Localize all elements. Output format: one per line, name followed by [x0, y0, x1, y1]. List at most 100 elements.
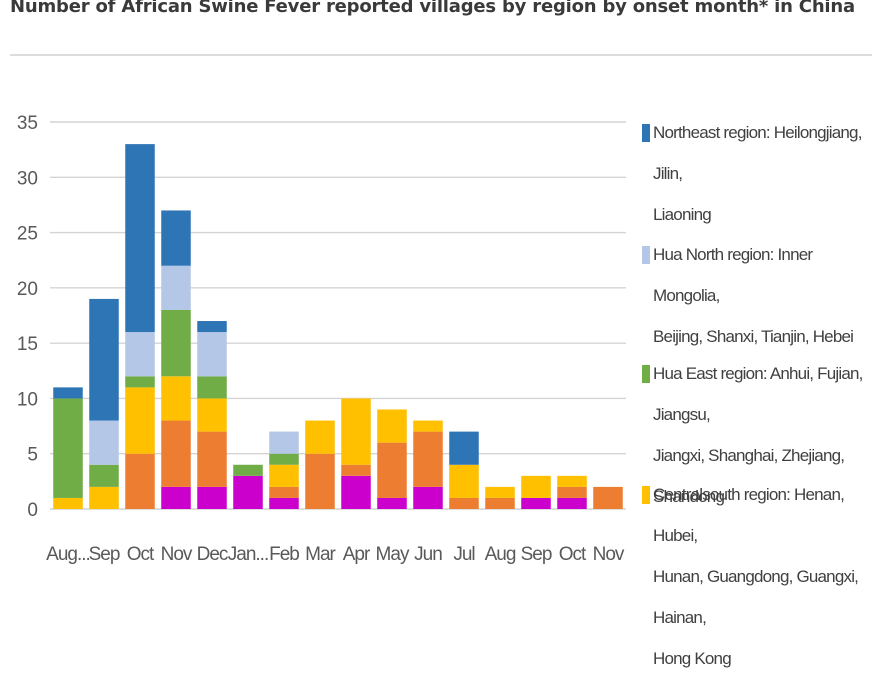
bar-segment — [197, 398, 227, 432]
x-tick-label: Oct — [127, 544, 155, 565]
x-tick-label: Aug... — [46, 544, 90, 565]
bar-segment — [197, 431, 227, 487]
x-tick-label: Nov — [161, 544, 193, 565]
bar-segment — [125, 376, 155, 388]
bar-segment — [161, 376, 191, 421]
bar-segment — [125, 453, 155, 509]
bar-segment — [197, 376, 227, 399]
bar-segment — [341, 398, 371, 465]
x-tick-label: Sep — [89, 544, 120, 565]
x-tick-label: Aug — [485, 544, 516, 565]
bar-segment — [269, 453, 299, 465]
bar-segment — [485, 497, 515, 509]
y-tick-label: 15 — [17, 334, 38, 355]
bars — [53, 144, 623, 509]
bar-segment — [125, 144, 155, 333]
legend-swatch — [642, 365, 650, 383]
x-tick-label: Apr — [343, 544, 371, 565]
x-axis-ticks: Aug...Sep Oct Nov Dec Jan... Feb Mar Apr May Jun J… — [46, 544, 626, 565]
bar-segment — [161, 265, 191, 310]
page-title: Number of African Swine Fever reported v… — [10, 0, 855, 17]
bar-segment — [413, 431, 443, 487]
legend-swatch — [642, 486, 650, 504]
bar-segment — [377, 442, 407, 498]
x-tick-label: May — [376, 544, 410, 565]
bar-segment — [125, 332, 155, 377]
legend-label-line: Hunan, Guangdong, Guangxi, Hainan, — [653, 567, 859, 627]
bar-segment — [197, 486, 227, 509]
bar-segment — [269, 431, 299, 454]
y-tick-label: 25 — [17, 224, 38, 245]
x-tick-label: Oct — [559, 544, 587, 565]
bar-segment — [377, 497, 407, 509]
x-tick-label: Dec — [197, 544, 228, 565]
legend-label: Centralsouth region: Henan, Hubei, Hunan,… — [653, 474, 865, 679]
bar-segment — [197, 321, 227, 333]
x-tick-label: Sep — [521, 544, 552, 565]
bar-segment — [53, 398, 83, 498]
bar-segment — [413, 486, 443, 509]
bar-segment — [557, 486, 587, 498]
bar-segment — [557, 475, 587, 487]
bar-segment — [593, 486, 623, 509]
x-tick-label: Jan... — [228, 544, 268, 565]
x-tick-label: Feb — [269, 544, 299, 565]
title-divider — [10, 54, 872, 56]
bar-segment — [269, 497, 299, 509]
bar-segment — [449, 431, 479, 465]
legend-label-line: Jiangxi, Shanghai, Zhejiang, Shandong — [653, 446, 845, 506]
y-tick-label: 5 — [27, 445, 38, 466]
x-tick-label: Jul — [453, 544, 474, 565]
y-tick-label: 30 — [17, 168, 38, 189]
bar-segment — [161, 309, 191, 377]
x-tick-label: Jun — [414, 544, 442, 565]
bar-segment — [377, 409, 407, 443]
legend-swatch — [642, 246, 650, 264]
bar-segment — [269, 464, 299, 487]
bar-segment — [521, 475, 551, 498]
legend-label-line: Hua North region: Inner Mongolia, — [653, 245, 813, 305]
bar-segment — [125, 387, 155, 454]
bar-segment — [89, 298, 119, 421]
legend-label-line: Northeast region: Heilongjiang, Jilin, — [653, 123, 862, 183]
bar-segment — [233, 475, 263, 509]
y-tick-label: 0 — [27, 500, 38, 521]
bar-segment — [485, 486, 515, 498]
legend-label-line: Beijing, Shanxi, Tianjin, Hebei — [653, 327, 854, 346]
bar-segment — [197, 332, 227, 377]
bar-segment — [449, 464, 479, 498]
y-tick-label: 10 — [17, 389, 38, 410]
bar-segment — [341, 464, 371, 476]
bar-segment — [341, 475, 371, 509]
legend-label-line: Hong Kong — [653, 649, 732, 668]
legend-swatch — [642, 124, 650, 142]
legend-label-line: Liaoning — [653, 205, 712, 224]
y-axis-ticks: 0 5 10 15 20 25 30 35 — [17, 113, 38, 521]
bar-segment — [305, 420, 335, 454]
legend-label-line: Centralsouth region: Henan, Hubei, — [653, 485, 845, 545]
legend-label-line: Hua East region: Anhui, Fujian, Jiangsu, — [653, 364, 863, 424]
bar-segment — [269, 486, 299, 498]
bar-segment — [521, 497, 551, 509]
x-tick-label: Mar — [305, 544, 336, 565]
legend-label: Northeast region: Heilongjiang, Jilin, Li… — [653, 112, 865, 235]
bar-segment — [305, 453, 335, 509]
bar-segment — [413, 420, 443, 432]
legend-label: Hua East region: Anhui, Fujian, Jiangsu,… — [653, 353, 865, 517]
bar-segment — [89, 464, 119, 487]
bar-segment — [161, 420, 191, 487]
bar-segment — [53, 497, 83, 509]
bar-segment — [449, 497, 479, 509]
bar-segment — [89, 486, 119, 509]
y-tick-label: 20 — [17, 279, 38, 300]
bar-segment — [233, 464, 263, 476]
bar-segment — [557, 497, 587, 509]
x-tick-label: Nov — [593, 544, 625, 565]
bar-segment — [89, 420, 119, 465]
legend-label: Hua North region: Inner Mongolia, Beijing… — [653, 234, 865, 357]
y-tick-label: 35 — [17, 113, 38, 134]
bar-segment — [161, 210, 191, 266]
bar-segment — [161, 486, 191, 509]
bar-segment — [53, 387, 83, 399]
